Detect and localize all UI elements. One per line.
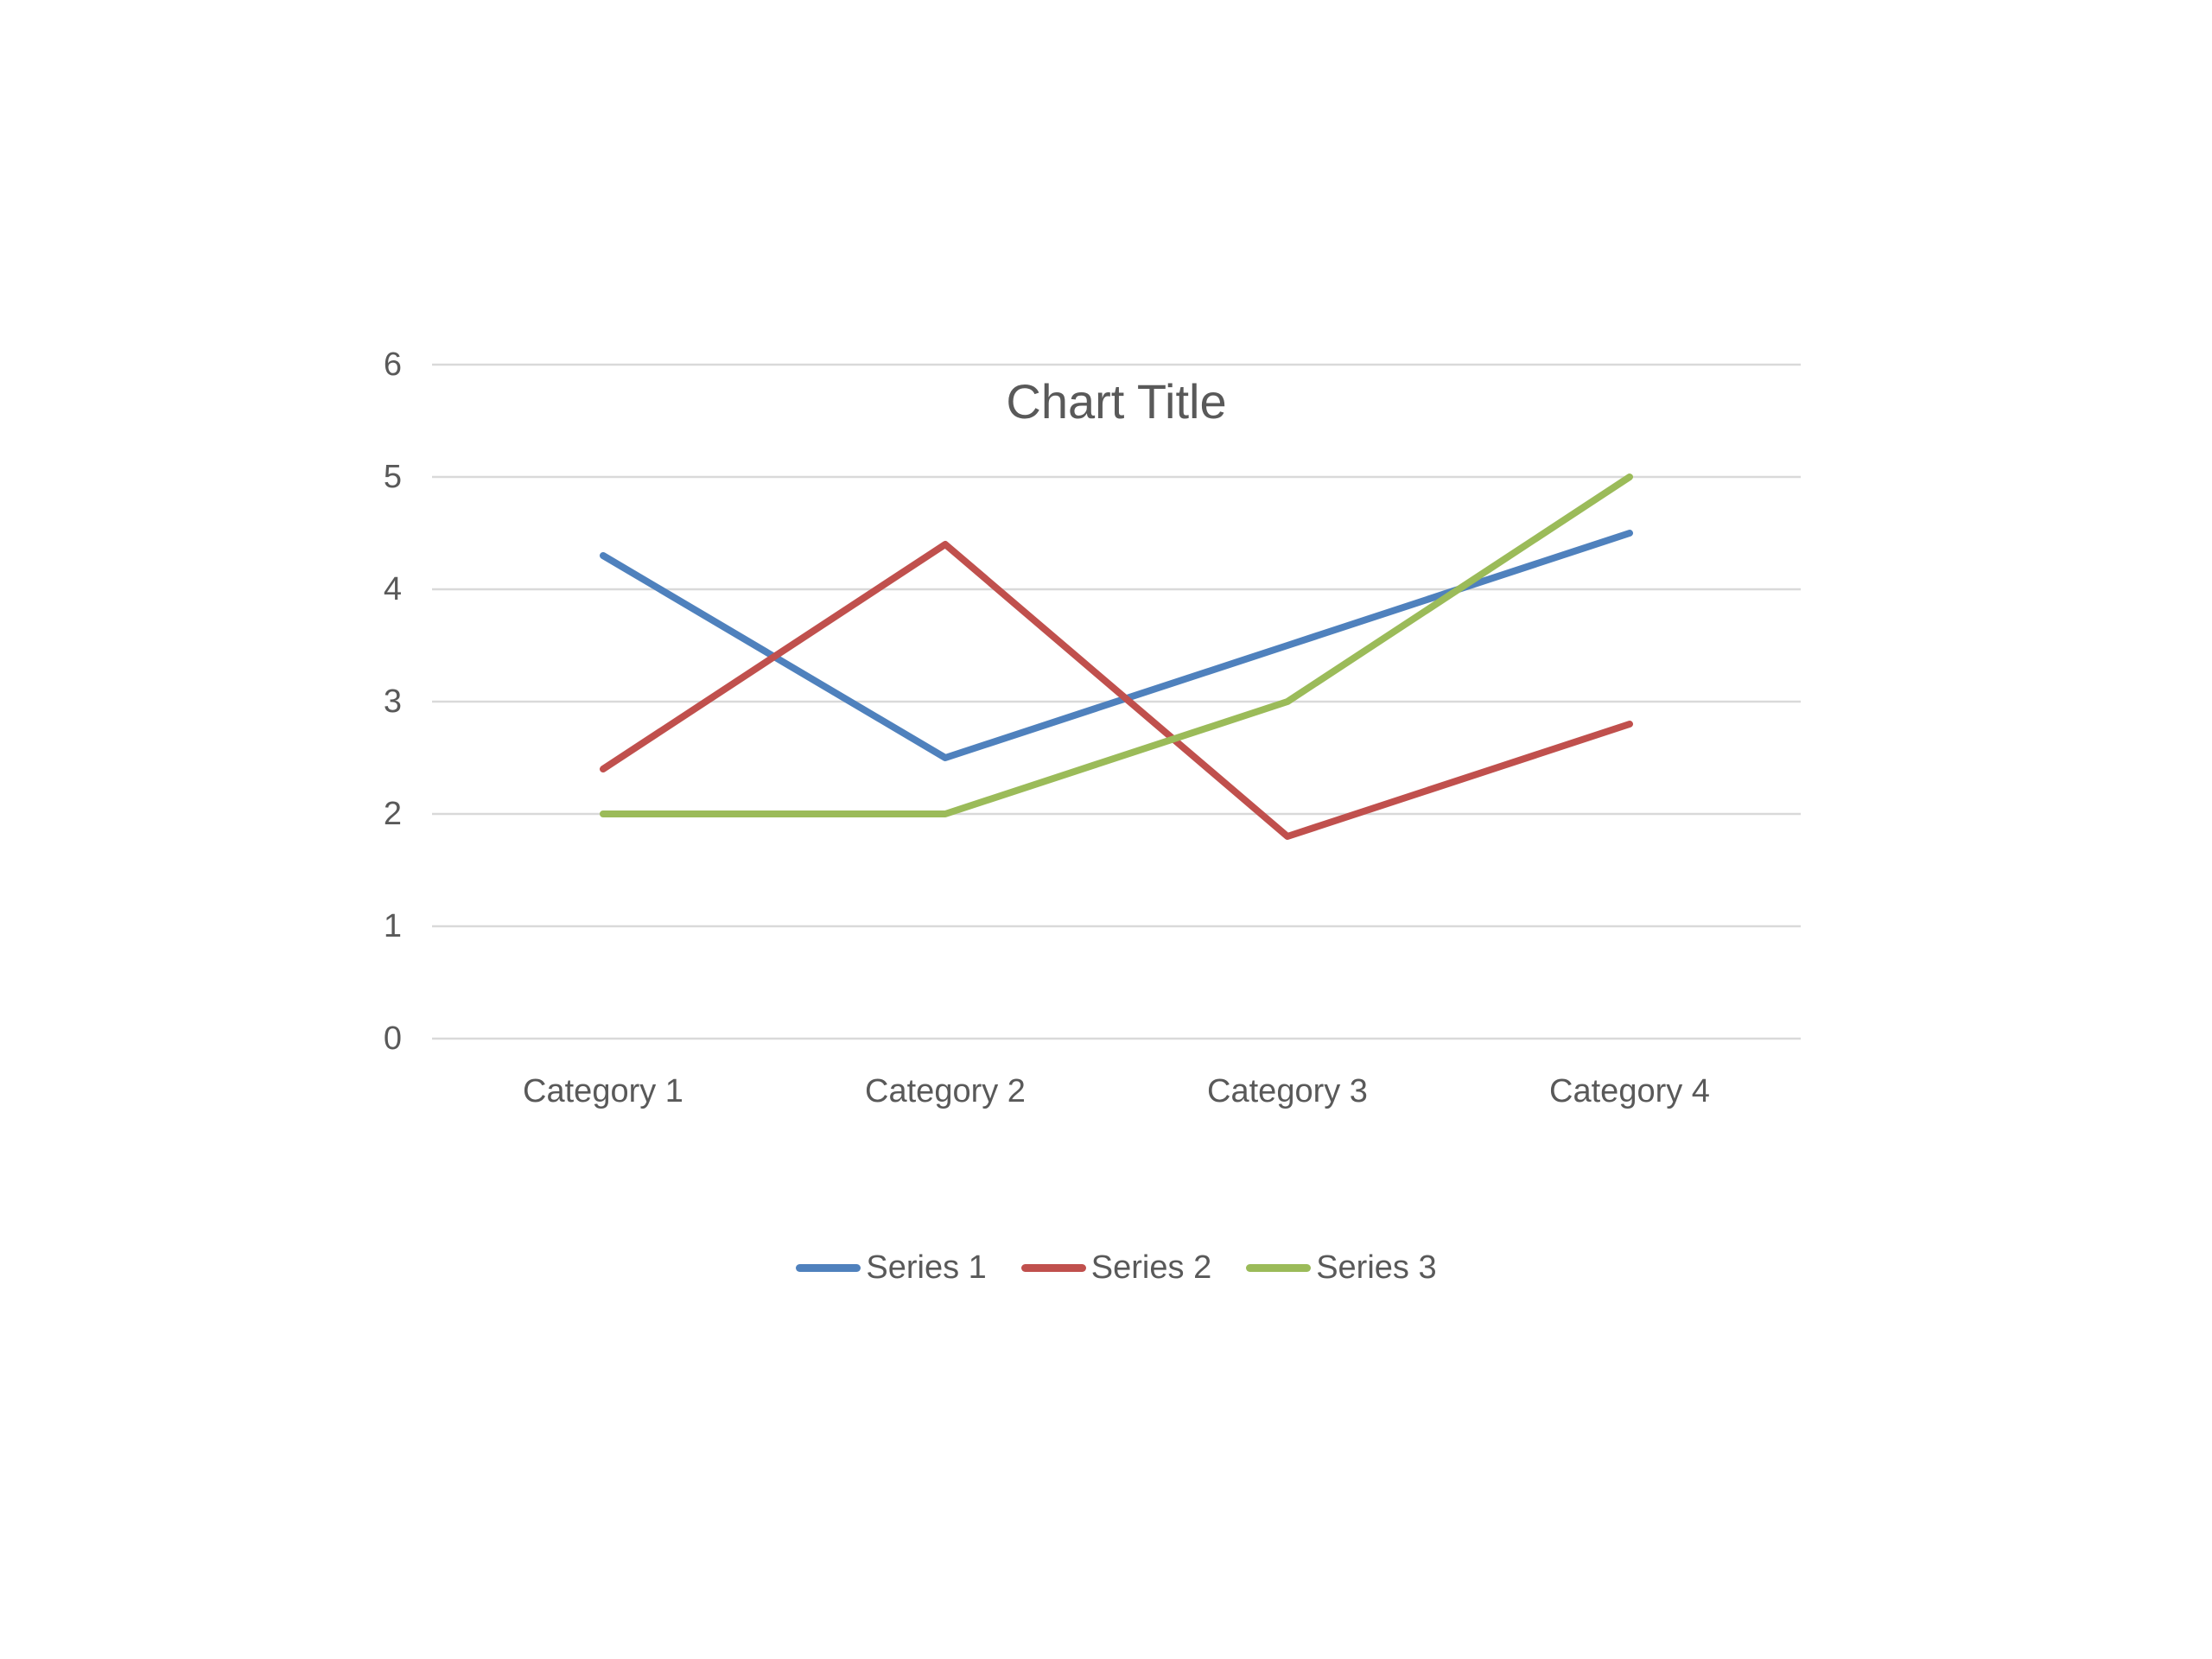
legend-swatch-icon xyxy=(796,1264,861,1272)
legend-item-3: Series 3 xyxy=(1246,1249,1437,1287)
x-tick-label-4: Category 4 xyxy=(1549,1073,1710,1109)
series-line-3 xyxy=(600,474,1633,817)
x-tick-label-1: Category 1 xyxy=(523,1073,683,1109)
legend-item-2: Series 2 xyxy=(1020,1249,1212,1287)
legend-item-1: Series 1 xyxy=(796,1249,987,1287)
y-tick-label-5: 5 xyxy=(383,459,402,495)
y-tick-label-4: 4 xyxy=(383,571,402,607)
series-line-2 xyxy=(600,541,1633,840)
x-tick-label-2: Category 2 xyxy=(865,1073,1026,1109)
y-tick-label-2: 2 xyxy=(383,796,402,832)
x-tick-label-3: Category 3 xyxy=(1207,1073,1368,1109)
legend-swatch-icon xyxy=(1020,1264,1086,1272)
y-tick-label-6: 6 xyxy=(383,346,402,383)
y-tick-label-3: 3 xyxy=(383,683,402,720)
legend-swatch-icon xyxy=(1246,1264,1312,1272)
series-line-1 xyxy=(600,530,1633,761)
y-tick-label-0: 0 xyxy=(383,1020,402,1057)
legend-label: Series 3 xyxy=(1316,1249,1437,1286)
legend-label: Series 2 xyxy=(1090,1249,1212,1286)
y-tick-label-1: 1 xyxy=(383,908,402,944)
legend-label: Series 1 xyxy=(866,1249,987,1286)
chart-legend: Series 1 Series 2 Series 3 xyxy=(432,1249,1801,1287)
chart-title: Chart Title xyxy=(1006,374,1227,429)
